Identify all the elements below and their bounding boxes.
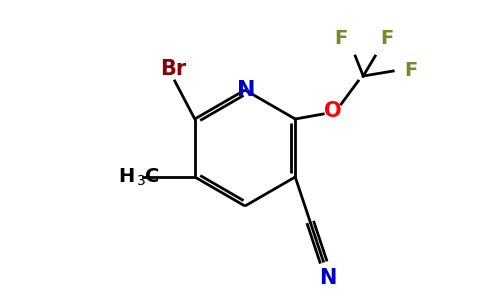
Text: H: H xyxy=(119,167,135,187)
Text: F: F xyxy=(380,28,394,47)
Text: N: N xyxy=(319,268,337,288)
Text: O: O xyxy=(324,101,342,121)
Text: C: C xyxy=(145,167,159,187)
Text: Br: Br xyxy=(160,59,186,79)
Text: N: N xyxy=(237,80,255,100)
Text: F: F xyxy=(334,28,348,47)
Text: 3: 3 xyxy=(137,174,146,188)
Text: F: F xyxy=(405,61,418,80)
